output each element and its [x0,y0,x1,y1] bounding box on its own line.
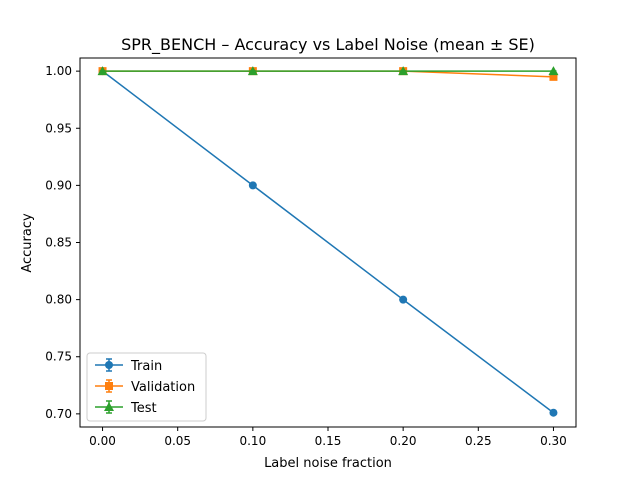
legend-box [86,352,207,422]
x-tick-label: 0.30 [540,434,567,448]
x-tick-label: 0.00 [89,434,116,448]
test-data-point [97,66,108,76]
test-data-point [398,66,409,76]
y-tick-label: 1.00 [45,64,72,78]
chart-title: SPR_BENCH – Accuracy vs Label Noise (mea… [121,35,535,55]
validation-data-point [549,72,558,81]
test-data-point [548,66,559,76]
x-axis-label: Label noise fraction [264,456,392,471]
legend-test-marker [104,402,114,411]
x-tick-label: 0.15 [315,434,342,448]
legend-test-label: Test [130,401,157,416]
y-axis-label: Accuracy [20,213,35,273]
x-tick-label: 0.10 [239,434,266,448]
train-series-line [102,70,554,414]
x-tick-label: 0.05 [164,434,191,448]
train-data-point [549,408,558,417]
x-tick-label: 0.25 [465,434,492,448]
legend-validation-label: Validation [131,380,195,395]
train-data-point [399,295,408,304]
y-tick-label: 0.85 [45,236,72,250]
legend-validation-marker [105,382,113,390]
y-tick-label: 0.80 [45,293,72,307]
legend-train-marker [105,361,113,369]
test-data-point [247,66,258,76]
x-tick-label: 0.20 [390,434,417,448]
y-tick-label: 0.70 [45,407,72,421]
legend-train-label: Train [130,359,162,374]
y-tick-label: 0.90 [45,178,72,192]
y-tick-label: 0.75 [45,350,72,364]
train-data-point [248,181,257,190]
y-tick-label: 0.95 [45,121,72,135]
